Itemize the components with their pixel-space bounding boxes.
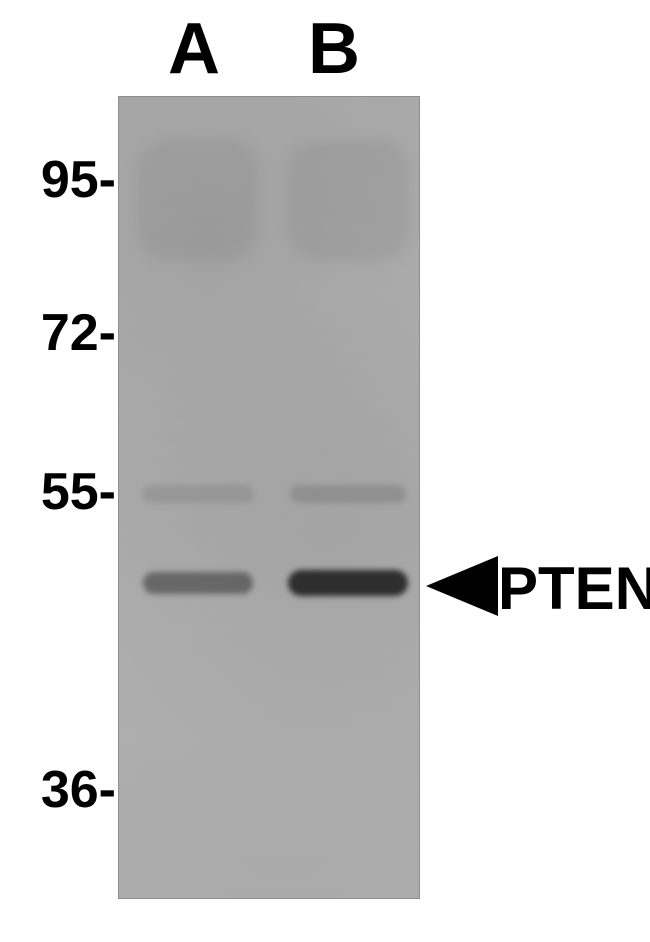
lane-a-faint-55kda-band [142, 485, 254, 503]
lane-a-top-smear [138, 140, 258, 260]
mw-marker-95: 95- [12, 150, 116, 210]
mw-marker-72: 72- [12, 303, 116, 363]
mw-marker-36: 36- [12, 760, 116, 820]
lane-b-top-smear [288, 140, 408, 260]
mw-marker-55: 55- [12, 462, 116, 522]
lane-b-label: B [308, 8, 360, 90]
lane-a-label: A [168, 8, 220, 90]
pten-target-label: PTEN [498, 554, 650, 623]
pten-arrowhead-icon [426, 556, 498, 616]
figure-canvas: A B 95- 72- 55- 36- PTEN [0, 0, 650, 942]
lane-b-faint-55kda-band [290, 485, 406, 503]
lane-b-pten-band [288, 570, 408, 596]
lane-a-pten-band [143, 572, 253, 594]
